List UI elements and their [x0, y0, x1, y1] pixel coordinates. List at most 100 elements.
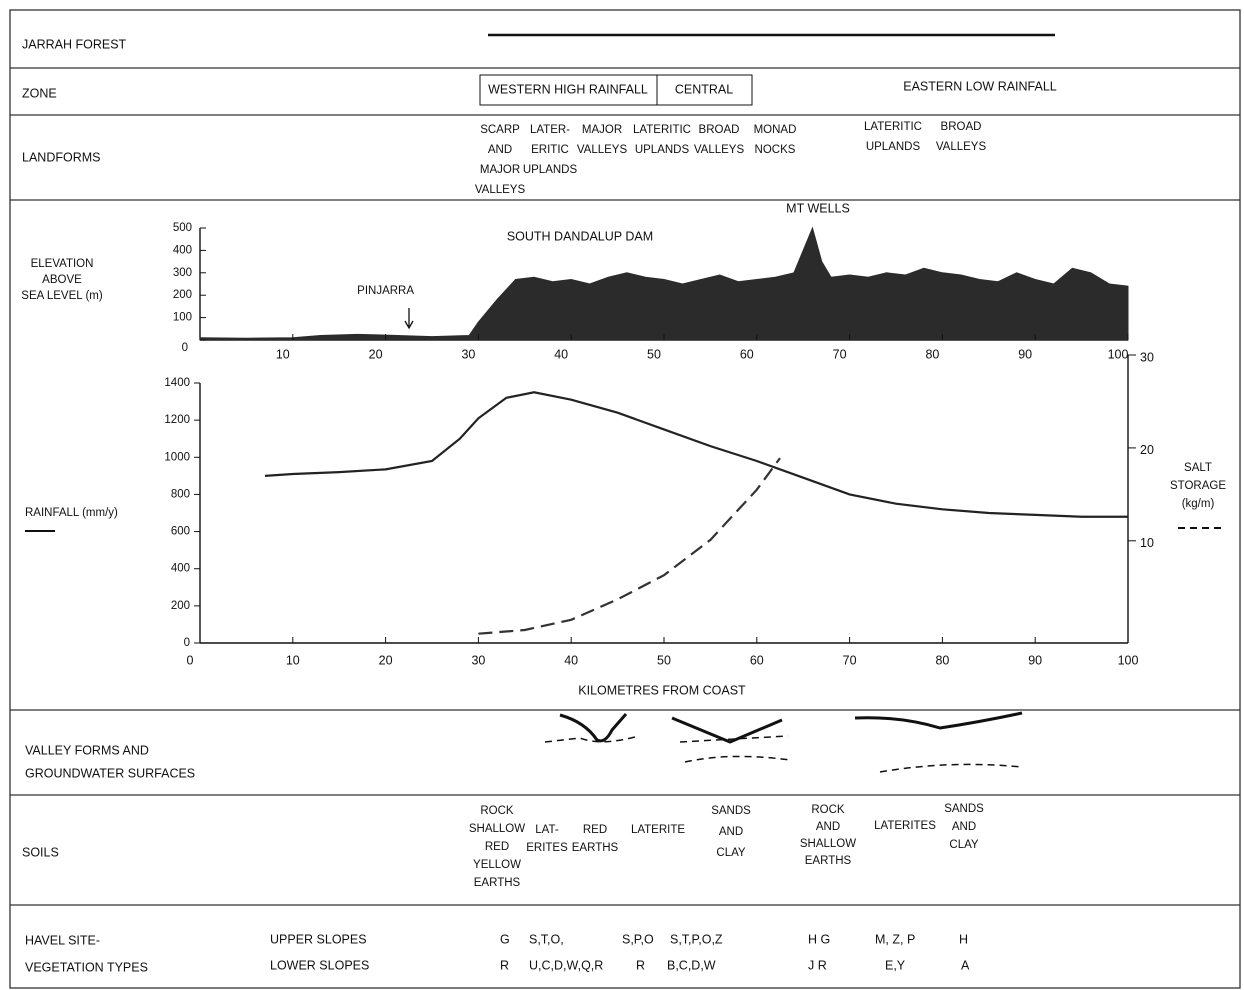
landform: MAJOR	[582, 124, 622, 136]
landform: VALLEYS	[936, 141, 987, 153]
x-tick-label: 20	[379, 653, 393, 667]
x-tick-label: 50	[647, 347, 661, 361]
slope-label: LOWER SLOPES	[270, 958, 369, 972]
row-label: JARRAH FOREST	[22, 37, 127, 51]
y-tick-label: 0	[184, 637, 190, 649]
valley-form	[560, 714, 626, 741]
y-tick-label: 1000	[164, 451, 190, 463]
zone-name: WESTERN HIGH RAINFALL	[488, 82, 648, 96]
x-tick-label: 90	[1018, 347, 1032, 361]
x-tick-label: 40	[564, 653, 578, 667]
y-tick-label: 400	[173, 244, 192, 256]
axis-title: (kg/m)	[1182, 498, 1215, 510]
landform: BROAD	[699, 124, 740, 136]
soil: EARTHS	[474, 877, 521, 889]
y-tick-label: 500	[173, 222, 192, 234]
vegetation-type: J R	[808, 958, 827, 972]
y2-tick-label: 10	[1140, 536, 1154, 550]
zone-name: EASTERN LOW RAINFALL	[903, 79, 1057, 93]
vegetation-type: E,Y	[885, 958, 906, 972]
valley-forms	[545, 713, 1022, 772]
vegetation-type: S,P,O	[622, 932, 654, 946]
landform: VALLEYS	[694, 144, 745, 156]
x-tick-label: 40	[554, 347, 568, 361]
landform: UPLANDS	[635, 144, 690, 156]
soil: AND	[719, 826, 743, 838]
y-tick-label: 300	[173, 267, 192, 279]
valley-form	[855, 713, 1022, 728]
y-tick-label: 0	[182, 342, 188, 354]
vegetation-type: R	[636, 958, 645, 972]
row-label: VALLEY FORMS AND	[25, 743, 149, 757]
groundwater	[880, 764, 1022, 772]
annotation: MT WELLS	[786, 201, 850, 215]
row-label: LANDFORMS	[22, 150, 100, 164]
vegetation-type: H	[959, 932, 968, 946]
y-tick-label: 100	[173, 312, 192, 324]
y2-tick-label: 20	[1140, 443, 1154, 457]
landform: NOCKS	[755, 144, 796, 156]
axis-title: ELEVATION	[31, 258, 94, 270]
soil: AND	[952, 821, 976, 833]
landform: MAJOR	[480, 164, 520, 176]
x-tick-label: 90	[1028, 653, 1042, 667]
axis-title: SALT	[1184, 462, 1212, 474]
vegetation-type: G	[500, 932, 510, 946]
x-tick-label: 80	[925, 347, 939, 361]
x-tick-label: 20	[369, 347, 383, 361]
landform: MONAD	[754, 124, 797, 136]
axis-title: STORAGE	[1170, 480, 1226, 492]
row-label: GROUNDWATER SURFACES	[25, 766, 195, 780]
landform: BROAD	[941, 121, 982, 133]
frame	[10, 10, 1240, 988]
x-tick-label: 50	[657, 653, 671, 667]
vegetation-type: S,T,O,	[529, 932, 564, 946]
soil: SANDS	[944, 803, 984, 815]
x-tick-label: 60	[750, 653, 764, 667]
landform: VALLEYS	[475, 184, 526, 196]
row-label: ZONE	[22, 86, 57, 100]
annotation: SOUTH DANDALUP DAM	[507, 229, 653, 243]
landform: ERITIC	[531, 144, 569, 156]
landform: SCARP	[480, 124, 520, 136]
vegetation-type: M, Z, P	[875, 932, 915, 946]
axis-title: KILOMETRES FROM COAST	[578, 683, 746, 697]
row-label: SOILS	[22, 845, 59, 859]
soil: AND	[816, 821, 840, 833]
y-tick-label: 200	[171, 600, 190, 612]
soil: LATERITES	[874, 820, 936, 832]
landform: LATERITIC	[864, 121, 922, 133]
valley-form	[672, 718, 782, 742]
landform: UPLANDS	[866, 141, 921, 153]
soil: ROCK	[480, 805, 514, 817]
x-tick-label: 70	[843, 653, 857, 667]
landform: LATERITIC	[633, 124, 691, 136]
soil: SHALLOW	[800, 838, 856, 850]
annotation: PINJARRA	[357, 285, 414, 297]
soil: LAT-	[535, 824, 559, 836]
soil: SANDS	[711, 805, 751, 817]
axis-title: RAINFALL (mm/y)	[25, 507, 118, 519]
x-tick-label: 30	[461, 347, 475, 361]
y2-tick-label: 30	[1140, 350, 1154, 364]
soil: CLAY	[716, 847, 746, 859]
vegetation-type: S,T,P,O,Z	[670, 932, 723, 946]
x-tick-label: 0	[187, 653, 194, 667]
y-tick-label: 800	[171, 488, 190, 500]
vegetation-type: R	[500, 958, 509, 972]
soil: EARTHS	[805, 855, 852, 867]
landform: LATER-	[530, 124, 570, 136]
vegetation-type: B,C,D,W	[667, 958, 716, 972]
soil: ERITES	[526, 842, 568, 854]
row-label: VEGETATION TYPES	[25, 960, 148, 974]
x-tick-label: 100	[1108, 347, 1129, 361]
vegetation-type: A	[961, 958, 970, 972]
landform: VALLEYS	[577, 144, 628, 156]
row-label: HAVEL SITE-	[25, 933, 100, 947]
landform: AND	[488, 144, 512, 156]
elevation-area	[200, 228, 1128, 340]
soil: RED	[583, 824, 607, 836]
axis-title: SEA LEVEL (m)	[21, 290, 103, 302]
annotation-arrow	[405, 308, 413, 328]
y-tick-label: 600	[171, 526, 190, 538]
